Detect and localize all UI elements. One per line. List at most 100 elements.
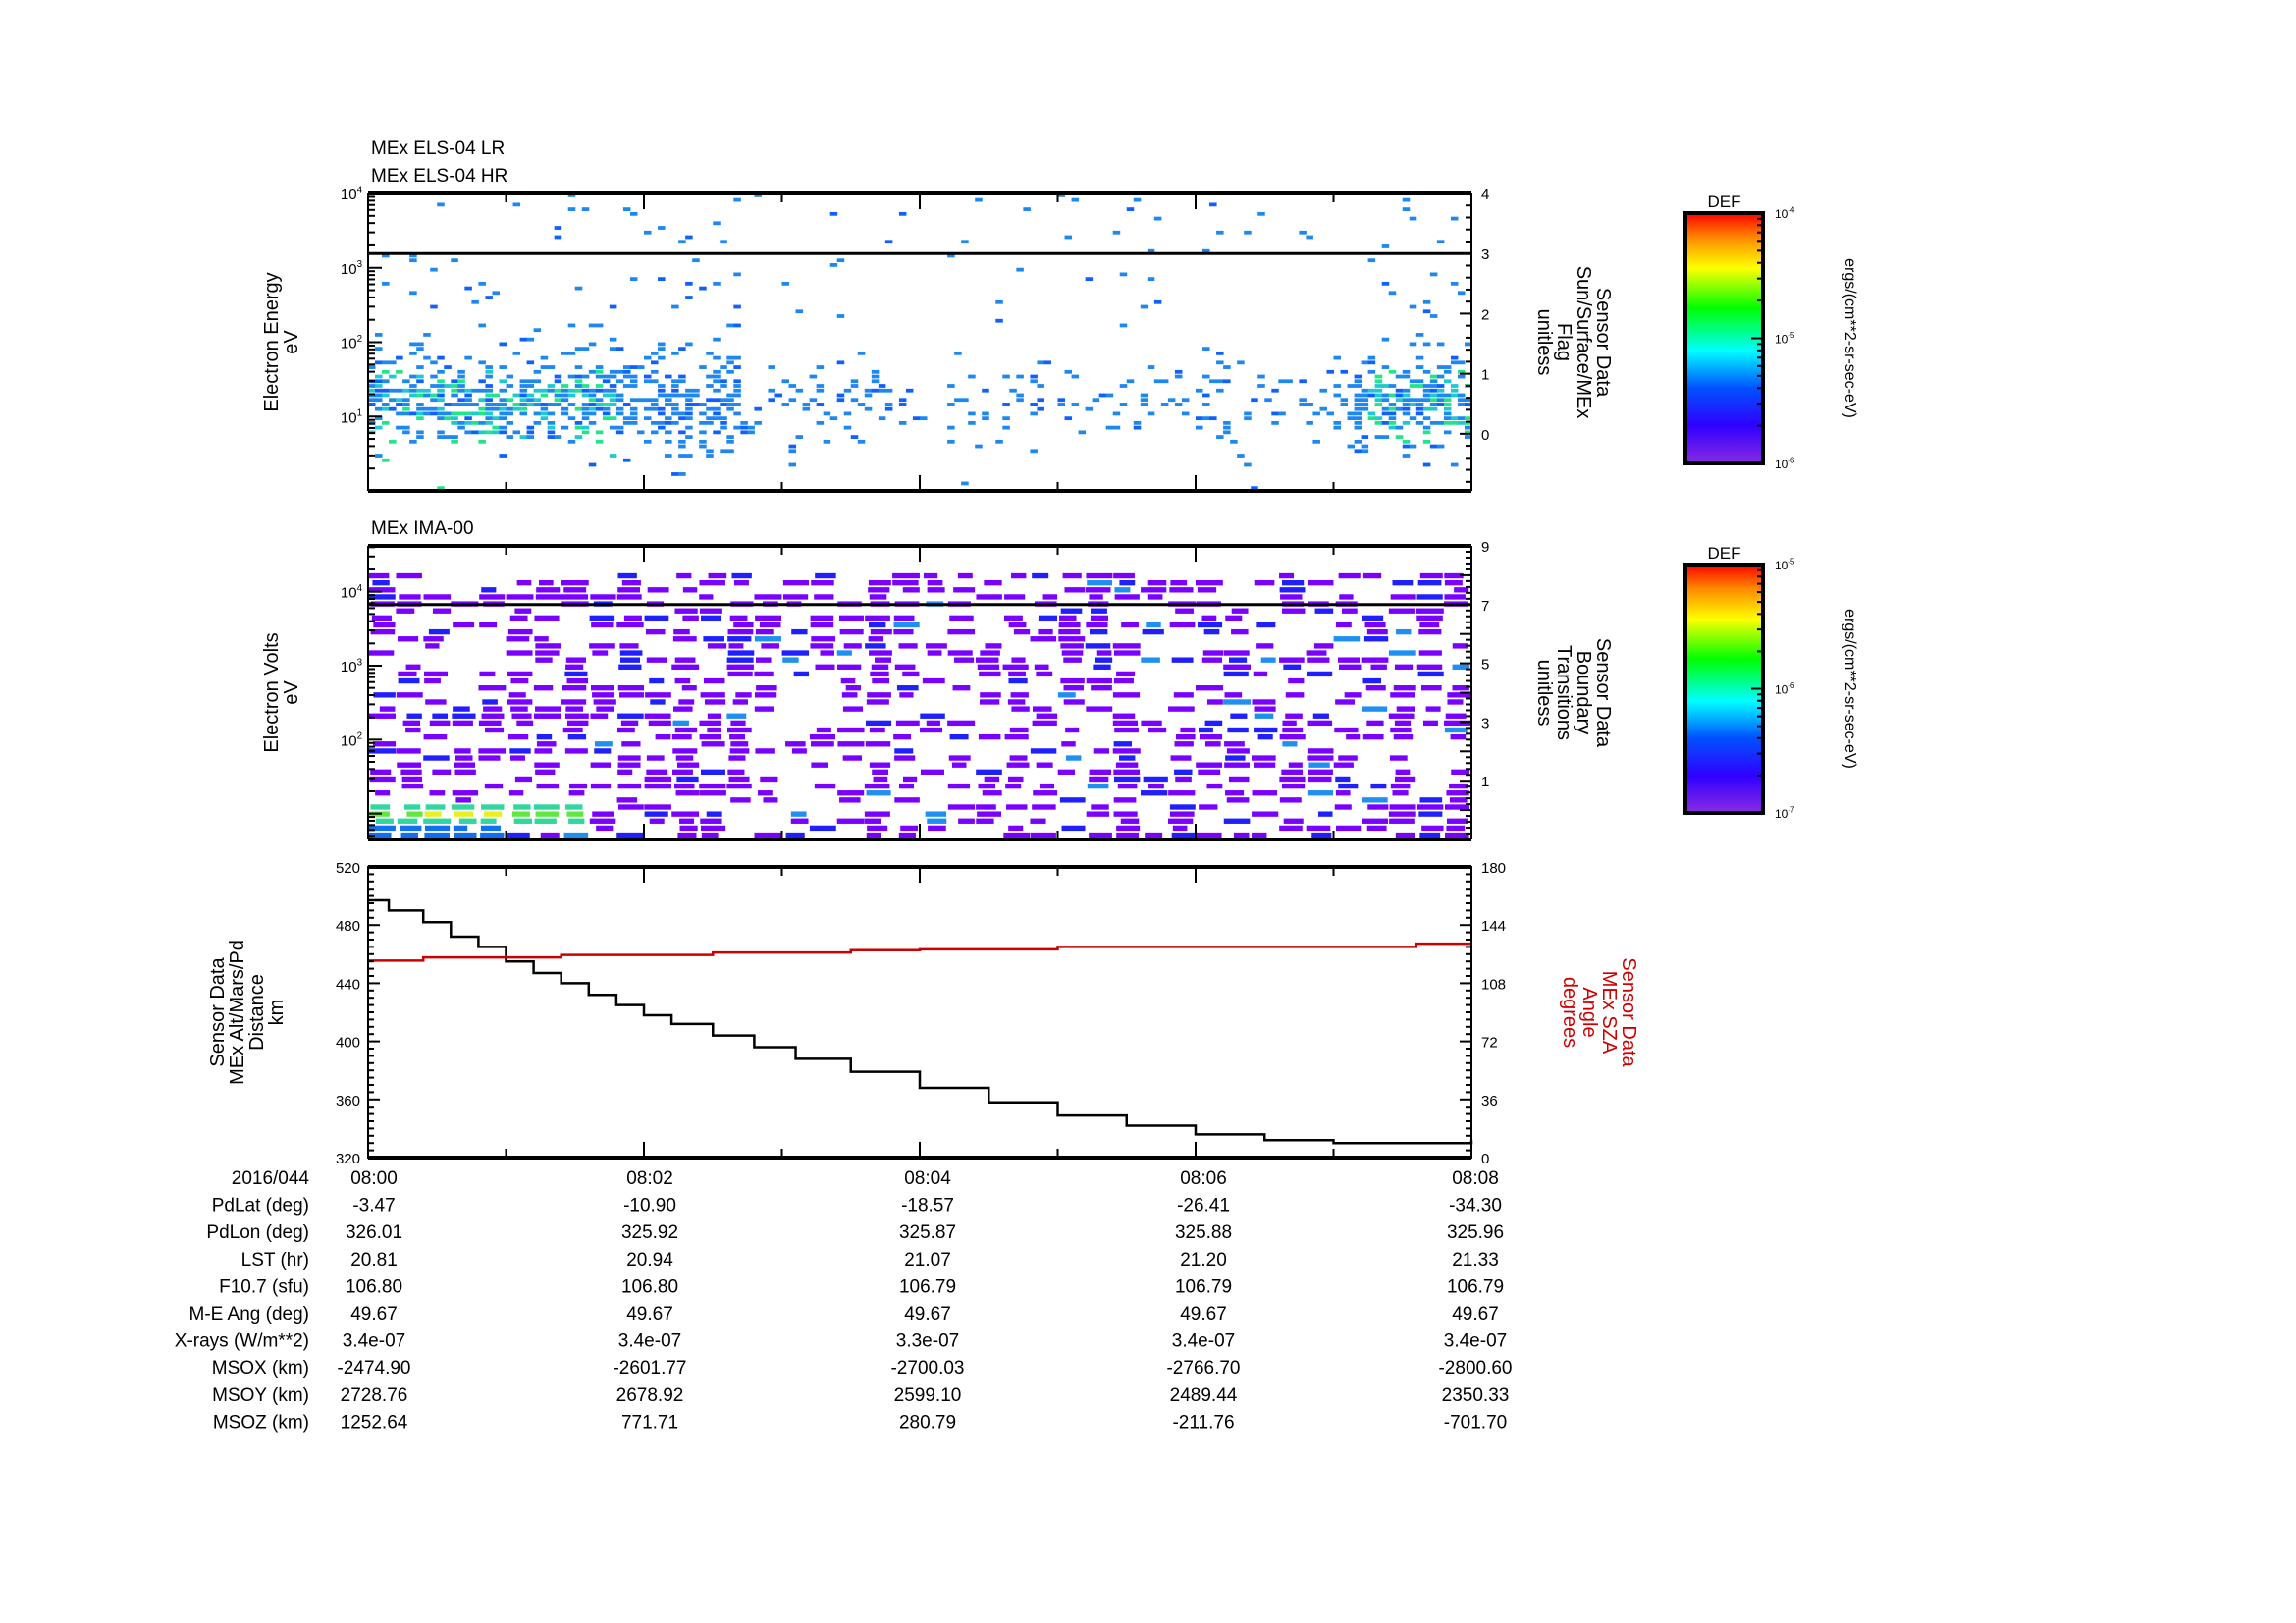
spectrogram-cell (671, 351, 679, 355)
spectrogram-cell (1429, 444, 1438, 449)
spectrogram-cell (884, 406, 893, 411)
spectrogram-cell (673, 628, 690, 635)
spectrogram-cell (984, 776, 1000, 783)
spectrogram-cell (681, 685, 697, 691)
spectrogram-cell (1450, 420, 1459, 425)
spectrogram-cell (1105, 393, 1114, 398)
table-cell: 20.81 (350, 1250, 398, 1271)
spectrogram-cell (1089, 776, 1109, 783)
spectrogram-cell (454, 762, 476, 768)
spectrogram-cell (430, 411, 438, 416)
spectrogram-cell (836, 393, 845, 398)
spectrogram-cell (685, 403, 693, 406)
spectrogram-cell (1008, 677, 1028, 684)
spectrogram-cell (1078, 430, 1087, 435)
spectrogram-cell (1409, 342, 1417, 347)
spectrogram-cell (397, 818, 418, 824)
spectrogram-cell (514, 776, 532, 783)
spectrogram-cell (871, 369, 880, 374)
spectrogram-cell (409, 342, 417, 347)
spectrogram-cell (416, 393, 424, 398)
spectrogram-cell (875, 657, 892, 663)
spectrogram-cell (595, 403, 604, 406)
spectrogram-cell (713, 411, 721, 416)
spectrogram-cell (424, 677, 441, 684)
spectrogram-cell (713, 388, 721, 393)
spectrogram-cell (382, 406, 390, 411)
right-tick-label: 7 (1481, 598, 1489, 615)
spectrogram-cell (1388, 420, 1397, 425)
spectrogram-cell (823, 411, 831, 416)
table-cell: 325.92 (621, 1222, 678, 1243)
spectrogram-cell (678, 699, 695, 705)
spectrogram-cell (726, 403, 734, 406)
spectrogram-cell (816, 365, 825, 369)
spectrogram-cell (437, 486, 445, 491)
spectrogram-cell (629, 416, 638, 421)
spectrogram-cell (1334, 727, 1359, 733)
spectrogram-cell (588, 342, 597, 347)
spectrogram-cell (1115, 762, 1139, 768)
spectrogram-cell (499, 342, 507, 347)
spectrogram-cell (1409, 384, 1417, 388)
spectrogram-cell (658, 420, 666, 425)
spectrogram-cell (540, 393, 549, 398)
spectrogram-cell (1402, 197, 1411, 202)
spectrogram-cell (619, 692, 644, 698)
spectrogram-cell (1354, 379, 1362, 384)
spectrogram-cell (947, 439, 955, 444)
spectrogram-cell (1285, 379, 1293, 384)
spectrogram-cell (534, 762, 560, 768)
spectrogram-cell (678, 444, 686, 449)
table-row-label: MSOX (km) (212, 1358, 309, 1379)
colorbar-tick-label-exp: -5 (1788, 558, 1795, 567)
spectrogram-cell (1354, 406, 1362, 411)
spectrogram-cell (1450, 360, 1459, 365)
spectrogram-cell (451, 403, 458, 406)
spectrogram-cell (368, 748, 397, 754)
spectrogram-cell (595, 374, 604, 379)
spectrogram-cell (671, 733, 692, 740)
spectrogram-cell (651, 403, 659, 406)
spectrogram-cell (1098, 393, 1107, 398)
spectrogram-cell (733, 388, 741, 393)
spectrogram-cell (1444, 580, 1463, 586)
spectrogram-cell (842, 706, 864, 712)
spectrogram-cell (609, 374, 617, 379)
spectrogram-cell (644, 615, 669, 622)
spectrogram-cell (506, 374, 514, 379)
spectrogram-cell (1065, 755, 1082, 761)
spectrogram-cell (1237, 454, 1245, 458)
spectrogram-cell (1064, 235, 1073, 240)
spectrogram-cell (1436, 384, 1445, 388)
spectrogram-cell (685, 454, 693, 458)
spectrogram-cell (1282, 727, 1304, 733)
spectrogram-cell (1058, 622, 1081, 628)
spectrogram-cell (1395, 374, 1404, 379)
spectrogram-cell (896, 685, 919, 691)
spectrogram-cell (1436, 240, 1445, 244)
spectrogram-cell (802, 403, 811, 406)
right-tick-label: 108 (1481, 976, 1506, 993)
spectrogram-cell (1361, 398, 1369, 403)
spectrogram-cell (1392, 580, 1414, 586)
table-cell: -18.57 (901, 1196, 954, 1217)
spectrogram-cell (1394, 720, 1412, 727)
spectrogram-cell (878, 416, 886, 421)
spectrogram-cell (1119, 272, 1128, 277)
spectrogram-cell (1429, 374, 1438, 379)
spectrogram-cell (781, 379, 790, 384)
spectrogram-cell (644, 776, 672, 783)
spectrogram-cell (678, 430, 686, 435)
spectrogram-cell (651, 398, 659, 403)
spectrogram-cell (671, 406, 679, 411)
left-axis-label-line: Sensor Data (207, 957, 229, 1067)
spectrogram-cell (616, 797, 638, 803)
spectrogram-cell (1319, 388, 1327, 393)
spectrogram-cell (1095, 657, 1113, 663)
spectrogram-cell (368, 388, 376, 393)
spectrogram-cell (368, 384, 376, 388)
spectrogram-cell (754, 671, 774, 677)
spectrogram-cell (894, 755, 916, 761)
spectrogram-cell (368, 587, 396, 593)
